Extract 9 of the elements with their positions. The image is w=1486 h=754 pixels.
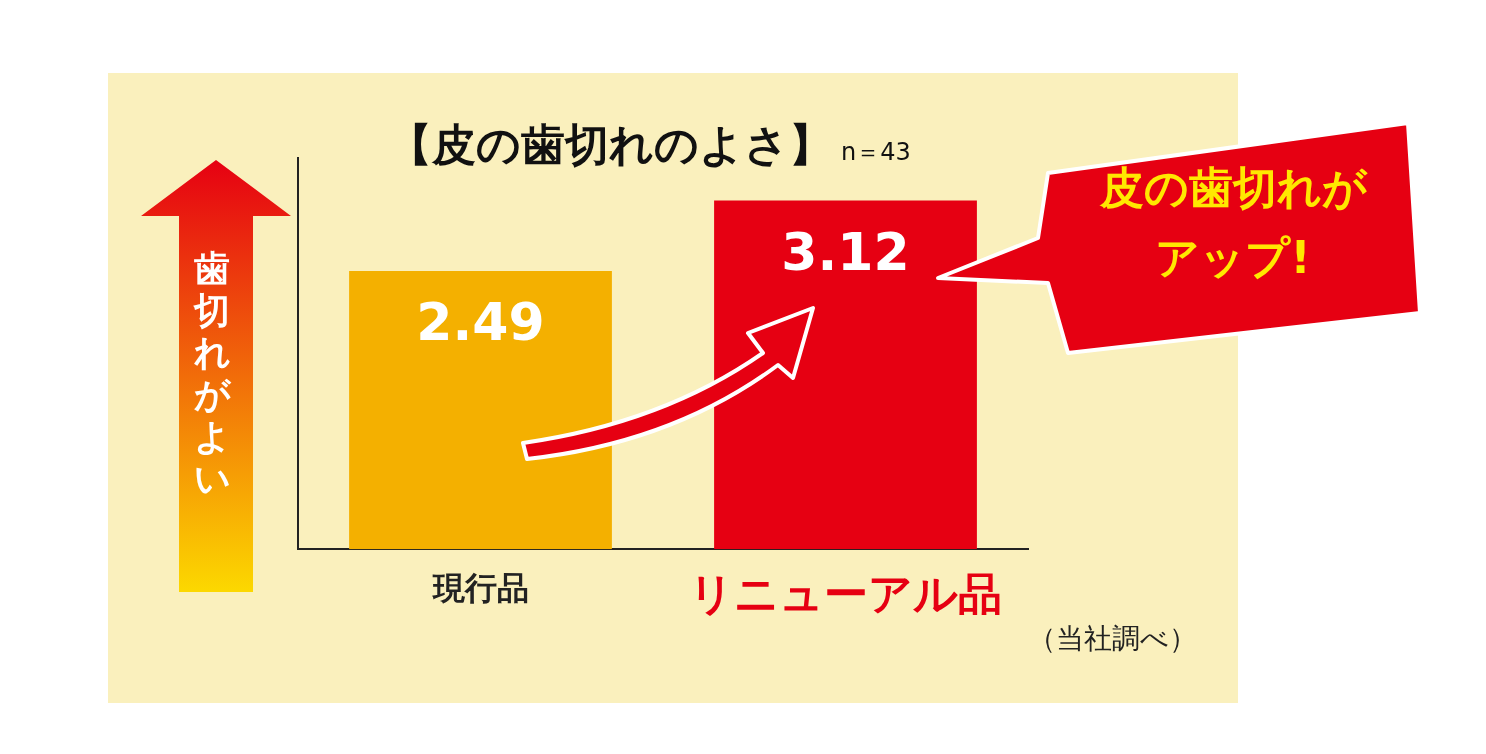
x-tick-label: リニューアル品 [689, 568, 1002, 620]
data-label: 2.49 [416, 292, 545, 353]
y-axis-title: 歯切れがよい [192, 248, 232, 500]
x-tick-label: 現行品 [431, 568, 529, 607]
text: （当社調べ） [1028, 621, 1197, 657]
data-label: 3.12 [781, 221, 910, 282]
text: 皮の歯切れがアップ! [1098, 161, 1369, 285]
chart-subtitle: n＝43 [841, 138, 911, 166]
chart-title: 【皮の歯切れのよさ】 [388, 119, 833, 170]
